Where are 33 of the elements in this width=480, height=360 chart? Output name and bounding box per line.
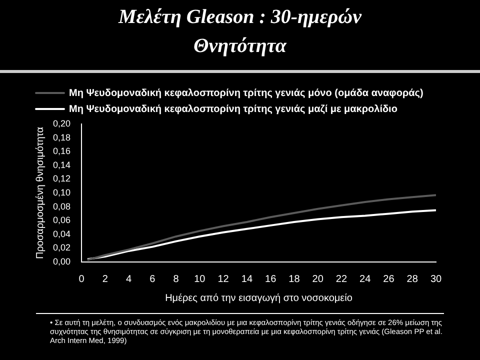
y-tick-label: 0,08 bbox=[52, 201, 71, 212]
x-tick-label: 6 bbox=[150, 274, 156, 285]
x-tick-label: 4 bbox=[126, 274, 132, 285]
y-tick-label: 0,14 bbox=[52, 160, 71, 170]
chart-subtitle: Θνητότητα bbox=[192, 35, 288, 58]
x-tick-label: 16 bbox=[265, 274, 277, 285]
y-tick-label: 0,06 bbox=[52, 215, 71, 226]
y-tick-label: 0,16 bbox=[52, 146, 71, 156]
x-tick-label: 22 bbox=[336, 274, 348, 285]
chart-title: Μελέτη Gleason : 30-ημερών bbox=[117, 6, 363, 29]
x-tick-label: 14 bbox=[241, 274, 253, 285]
x-tick-label: 26 bbox=[383, 274, 395, 285]
x-tick-label: 0 bbox=[78, 274, 85, 285]
legend-label: Μη Ψευδομοναδική κεφαλοσπορίνη τρίτης γενιάς μόνο (ομάδα αναφοράς) bbox=[69, 88, 424, 99]
y-tick-label: 0,10 bbox=[52, 187, 71, 198]
x-tick-label: 10 bbox=[194, 274, 206, 285]
x-tick-label: 18 bbox=[288, 274, 300, 285]
y-tick-label: 0,00 bbox=[52, 256, 71, 266]
x-tick-label: 2 bbox=[102, 274, 108, 285]
x-tick-label: 30 bbox=[430, 274, 442, 285]
x-tick-label: 12 bbox=[218, 274, 230, 285]
x-tick-label: 20 bbox=[312, 274, 324, 285]
x-tick-label: 28 bbox=[406, 274, 418, 285]
y-tick-label: 0,12 bbox=[52, 174, 71, 184]
y-tick-label: 0,04 bbox=[52, 228, 71, 239]
x-tick-label: 24 bbox=[360, 274, 372, 285]
y-tick-label: 0,20 bbox=[52, 118, 71, 128]
x-axis-title: Ημέρες από την εισαγωγή στο νοσοκομείο bbox=[165, 292, 353, 304]
y-axis-title: Προσαρμοσμένη θνησιμότητα bbox=[34, 126, 46, 259]
legend-label: Μη Ψευδομοναδική κεφαλοσπορίνη τρίτης γενιάς μαζί με μακρολίδιο bbox=[69, 104, 398, 115]
y-tick-label: 0,18 bbox=[52, 132, 71, 142]
x-tick-label: 8 bbox=[173, 274, 180, 285]
y-tick-label: 0,02 bbox=[52, 242, 71, 253]
